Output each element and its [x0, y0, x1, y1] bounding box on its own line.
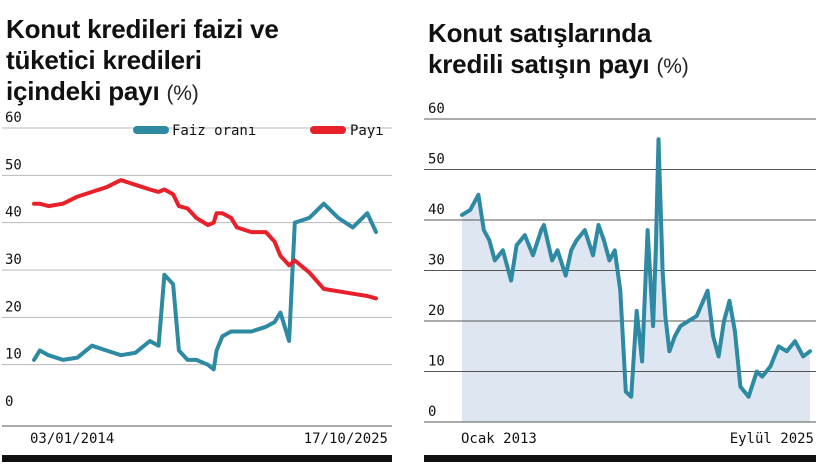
chart-title-interest: Konut kredileri faizi ve tüketici kredil…	[6, 14, 279, 109]
bottom-rule	[424, 455, 816, 462]
legend-label-faiz: Faiz oranı	[172, 123, 256, 139]
y-tick-label: 10	[428, 354, 445, 370]
y-tick-label: 10	[5, 347, 22, 363]
y-tick-label: 50	[428, 152, 445, 168]
bottom-rule	[2, 455, 392, 462]
title-unit: (%)	[656, 55, 689, 78]
title-line-3: içindeki payı	[6, 76, 160, 106]
area-chart-mortgage-share: 60 50 40 30 20 10 0 Ocak 2013 Eylül 2025	[424, 101, 816, 447]
series-line-payi	[32, 178, 378, 301]
title-line-1: Konut kredileri faizi ve	[6, 14, 279, 44]
title-line-2: tüketici kredileri	[6, 45, 202, 75]
title-line-1: Konut satışlarında	[428, 18, 652, 48]
legend-label-payi: Payı	[350, 123, 384, 139]
y-tick-label: 20	[428, 303, 445, 319]
x-tick-label: Ocak 2013	[461, 431, 537, 447]
y-tick-label: 60	[5, 110, 22, 126]
y-tick-label: 60	[428, 101, 445, 117]
chart-panel-interest: Konut kredileri faizi ve tüketici kredil…	[0, 0, 400, 469]
y-tick-label: 40	[5, 205, 22, 221]
series-line-faiz	[32, 201, 378, 372]
series-line	[460, 137, 812, 399]
y-tick-label: 0	[5, 394, 13, 410]
y-tick-label: 20	[5, 299, 22, 315]
title-unit: (%)	[166, 82, 199, 105]
y-tick-label: 0	[428, 404, 436, 420]
y-tick-label: 30	[5, 252, 22, 268]
x-tick-label: Eylül 2025	[730, 431, 814, 447]
y-tick-label: 50	[5, 157, 22, 173]
y-tick-label: 30	[428, 253, 445, 269]
title-line-2: kredili satışın payı	[428, 49, 650, 79]
area-fill	[462, 139, 810, 422]
y-tick-label: 40	[428, 202, 445, 218]
x-tick-label: 03/01/2014	[30, 431, 114, 447]
chart-title-mortgage-share: Konut satışlarında kredili satışın payı …	[428, 18, 689, 82]
x-tick-label: 17/10/2025	[304, 431, 388, 447]
line-chart-interest: 60 50 40 30 20 10 0 03/01/2014 17/10/2025 Faiz or…	[2, 110, 392, 447]
chart-panel-mortgage-share: Konut satışlarında kredili satışın payı …	[420, 0, 820, 469]
